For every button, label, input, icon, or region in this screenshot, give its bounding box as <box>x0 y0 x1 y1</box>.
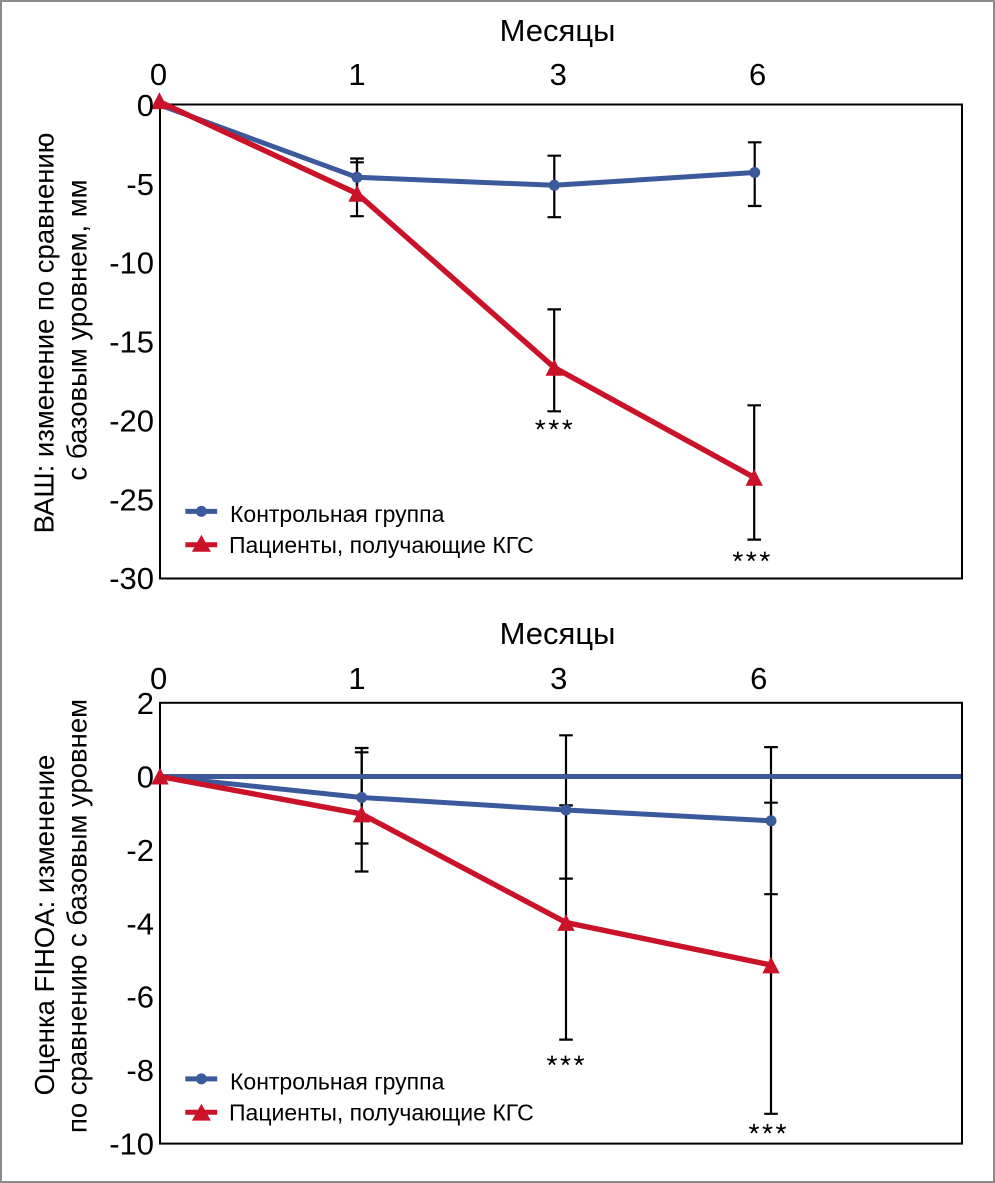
svg-text:-6: -6 <box>126 980 154 1015</box>
svg-text:-30: -30 <box>109 561 154 596</box>
svg-text:0: 0 <box>137 760 154 795</box>
svg-text:Оценка FIHOA: изменение: Оценка FIHOA: изменение <box>29 755 60 1096</box>
svg-text:Месяцы: Месяцы <box>500 13 616 48</box>
svg-text:Контрольная группа: Контрольная группа <box>230 501 445 527</box>
svg-text:3: 3 <box>550 57 567 92</box>
svg-text:-8: -8 <box>126 1053 154 1088</box>
svg-text:0: 0 <box>150 661 167 696</box>
svg-text:1: 1 <box>348 661 365 696</box>
svg-text:0: 0 <box>150 57 167 92</box>
svg-text:1: 1 <box>348 57 365 92</box>
svg-text:-15: -15 <box>109 325 154 360</box>
svg-text:Пациенты, получающие КГС: Пациенты, получающие КГС <box>229 1099 534 1125</box>
svg-text:ВАШ: изменение по сравнению: ВАШ: изменение по сравнению <box>29 133 60 534</box>
svg-text:-4: -4 <box>126 906 154 941</box>
svg-text:6: 6 <box>750 661 767 696</box>
svg-text:Месяцы: Месяцы <box>500 616 616 651</box>
svg-text:0: 0 <box>137 88 154 123</box>
svg-text:-2: -2 <box>126 833 154 868</box>
svg-text:-10: -10 <box>109 1127 154 1162</box>
svg-text:3: 3 <box>550 661 567 696</box>
svg-text:Пациенты, получающие КГС: Пациенты, получающие КГС <box>229 532 534 558</box>
svg-text:2: 2 <box>137 686 154 721</box>
svg-text:с базовым уровнем, мм: с базовым уровнем, мм <box>62 179 93 480</box>
svg-text:-10: -10 <box>109 246 154 281</box>
svg-text:по сравнению с базовым уровнем: по сравнению с базовым уровнем <box>62 699 93 1133</box>
svg-text:6: 6 <box>749 57 766 92</box>
svg-text:-25: -25 <box>109 482 154 517</box>
svg-text:-20: -20 <box>109 403 154 438</box>
svg-text:-5: -5 <box>126 167 154 202</box>
svg-text:Контрольная группа: Контрольная группа <box>230 1068 445 1094</box>
